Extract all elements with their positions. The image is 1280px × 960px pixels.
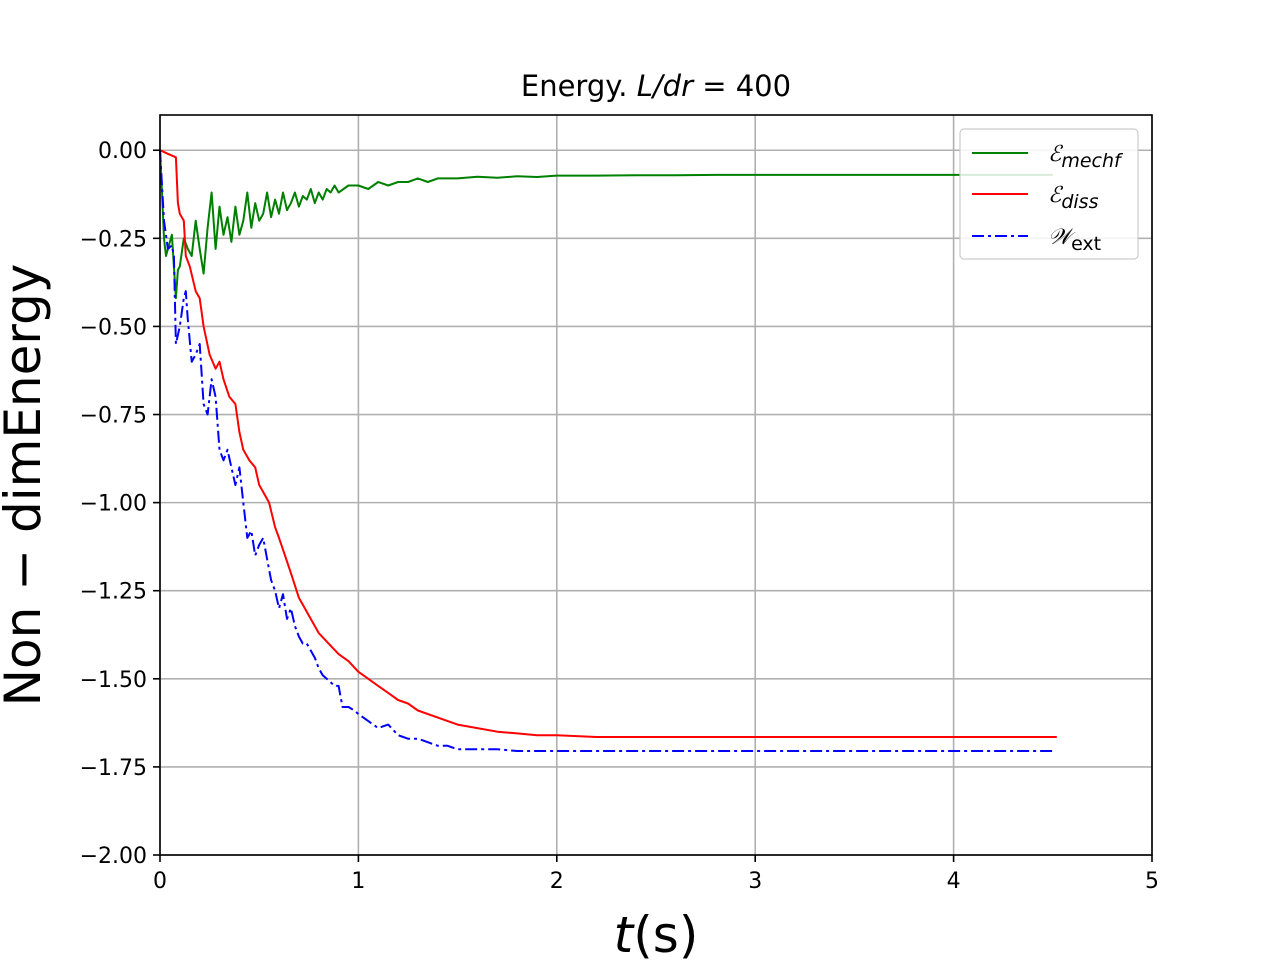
y-tick-label: −1.00 (80, 492, 147, 517)
legend: ℰmechf ℰdiss 𝒲ext (959, 128, 1139, 260)
y-tick-label: −0.25 (80, 227, 147, 252)
y-tick-label: −1.75 (80, 756, 147, 781)
chart-title: Energy. L/dr = 400 (521, 69, 791, 103)
y-tick-label: −0.50 (80, 315, 147, 340)
ticks: 0 1 2 3 4 5 0.00 −0.25 −0.50 −0.75 −1.00 −1.25 −1.50… (80, 139, 1159, 894)
x-axis-label: t(s) (614, 906, 699, 960)
x-tick-label: 5 (1145, 869, 1159, 894)
series-layer (159, 149, 1057, 752)
y-tick-label: −1.50 (80, 668, 147, 693)
y-tick-label: 0.00 (98, 139, 147, 164)
y-axis-label: Non − dimEnergy (0, 264, 52, 707)
series-line-ediss (159, 149, 1057, 738)
series-line-emechf (159, 150, 1053, 300)
x-tick-label: 0 (153, 869, 167, 894)
x-tick-label: 4 (947, 869, 961, 894)
plot-frame (159, 114, 1153, 856)
x-tick-label: 3 (748, 869, 762, 894)
x-tick-label: 1 (351, 869, 365, 894)
legend-box (959, 128, 1139, 260)
x-tick-label: 2 (550, 869, 564, 894)
y-tick-label: −1.25 (80, 580, 147, 605)
series-line-wext (159, 150, 1053, 752)
y-tick-label: −0.75 (80, 404, 147, 429)
y-tick-label: −2.00 (80, 844, 147, 869)
legend-label-ediss: ℰdiss (1048, 183, 1099, 213)
legend-label-emechf: ℰmechf (1048, 142, 1124, 172)
